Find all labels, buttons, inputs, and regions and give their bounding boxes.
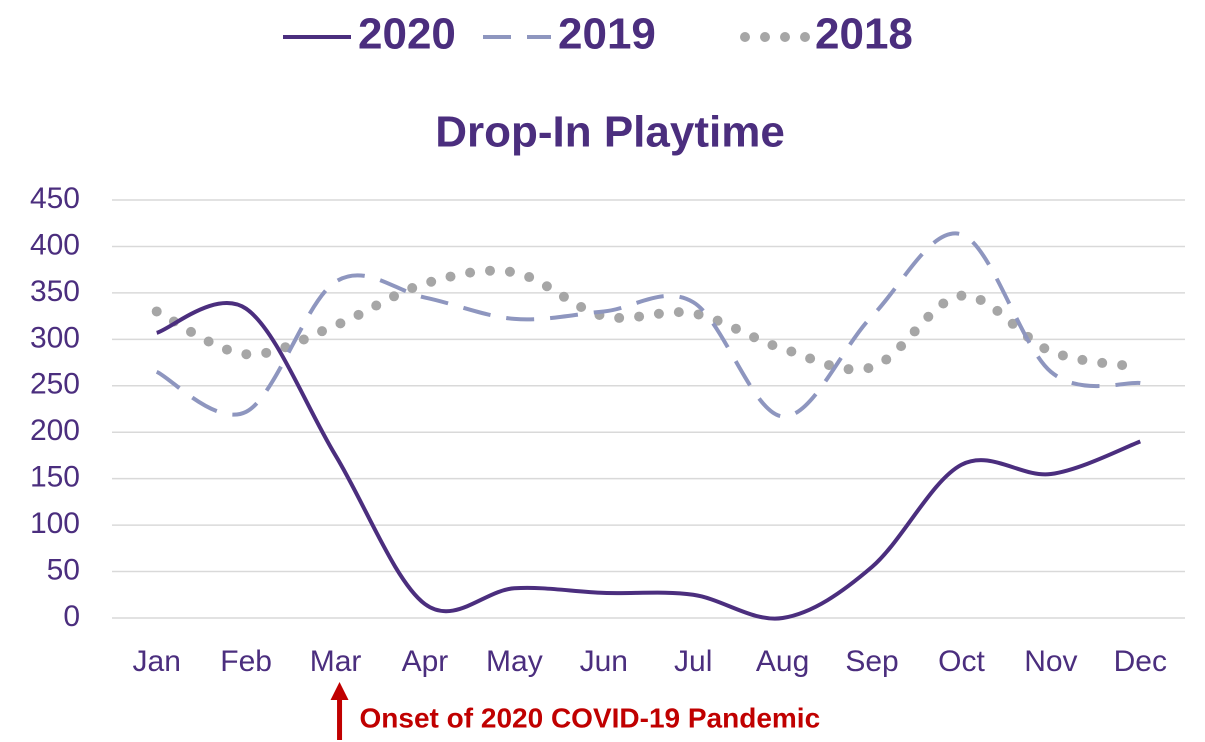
y-tick-label: 300 bbox=[30, 321, 80, 354]
legend-label: 2020 bbox=[358, 10, 456, 59]
x-tick-label: Jun bbox=[580, 645, 628, 678]
line-series bbox=[151, 265, 1146, 375]
y-tick-label: 250 bbox=[30, 368, 80, 401]
x-tick-label: Apr bbox=[402, 645, 449, 678]
x-tick-label: Oct bbox=[938, 645, 985, 678]
x-tick-label: Jan bbox=[133, 645, 181, 678]
x-tick-label: Feb bbox=[220, 645, 272, 678]
y-tick-label: 450 bbox=[30, 182, 80, 215]
x-tick-label: Jul bbox=[674, 645, 712, 678]
legend-label: 2018 bbox=[815, 10, 913, 59]
x-tick-label: Nov bbox=[1024, 645, 1077, 678]
y-tick-label: 100 bbox=[30, 507, 80, 540]
y-tick-label: 400 bbox=[30, 228, 80, 261]
x-tick-label: Aug bbox=[756, 645, 809, 678]
annotation-arrowhead bbox=[330, 682, 349, 700]
x-tick-label: Mar bbox=[310, 645, 362, 678]
x-tick-label: May bbox=[486, 645, 543, 678]
x-tick-label: Sep bbox=[845, 645, 898, 678]
annotation: Onset of 2020 COVID-19 Pandemic bbox=[360, 702, 821, 733]
y-tick-label: 350 bbox=[30, 275, 80, 308]
chart-title: Drop-In Playtime bbox=[435, 108, 785, 157]
y-tick-label: 200 bbox=[30, 414, 80, 447]
x-tick-label: Dec bbox=[1114, 645, 1167, 678]
y-tick-label: 0 bbox=[63, 600, 80, 633]
line-series bbox=[155, 231, 1141, 419]
legend-label: 2019 bbox=[558, 10, 656, 59]
y-tick-label: 50 bbox=[47, 553, 80, 586]
line-series bbox=[156, 301, 1141, 621]
y-tick-label: 150 bbox=[30, 461, 80, 494]
